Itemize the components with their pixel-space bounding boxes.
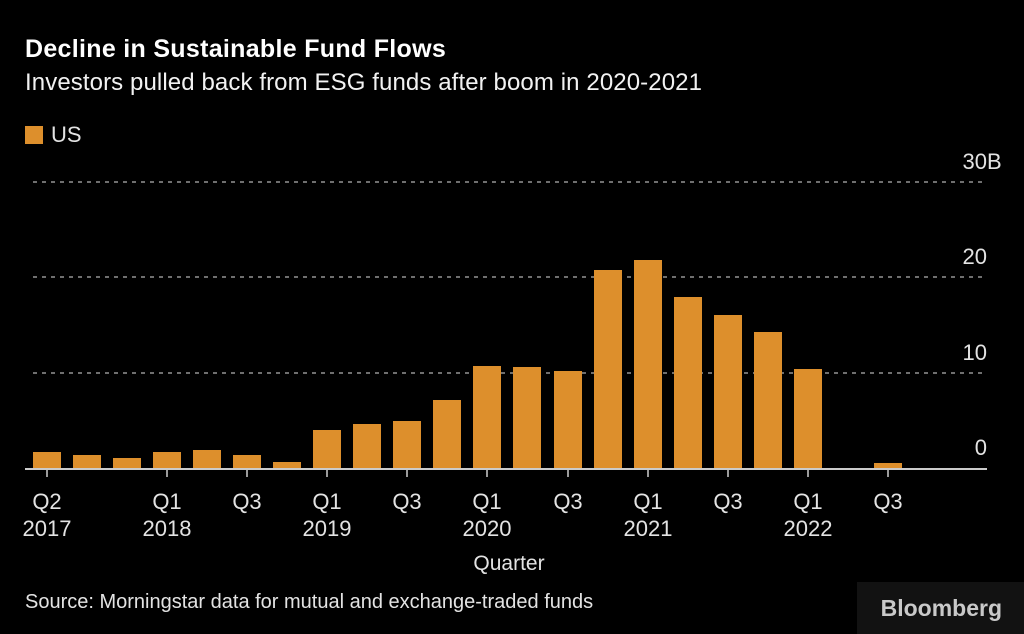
- x-tick-label: Q3: [553, 489, 583, 514]
- x-tick-q1-2020: [486, 470, 488, 477]
- legend-label-us: US: [51, 122, 82, 147]
- bar-q2-2019: [353, 424, 381, 468]
- bar-q3-2017: [73, 455, 101, 468]
- source-note: Source: Morningstar data for mutual and …: [25, 591, 594, 613]
- x-tick-q3: [567, 470, 569, 477]
- x-tick-year: 2018: [142, 516, 192, 541]
- x-tick-label: Q3: [873, 489, 903, 514]
- y-axis-label-value: 20: [962, 244, 987, 269]
- x-tick-year: 2022: [783, 516, 833, 541]
- x-tick-year: 2020: [462, 516, 512, 541]
- x-tick-label: Q1: [633, 489, 663, 514]
- bar-q1-2019: [313, 430, 341, 468]
- x-tick-q1-2018: [166, 470, 168, 477]
- x-tick-year: 2019: [302, 516, 352, 541]
- chart-subtitle: Investors pulled back from ESG funds aft…: [25, 69, 703, 96]
- bar-q3-2018: [233, 455, 261, 468]
- x-tick-q1-2019: [326, 470, 328, 477]
- bar-q2-2020: [513, 367, 541, 468]
- x-tick-label: Q1: [793, 489, 823, 514]
- y-axis-label-0: 0: [975, 435, 987, 461]
- bar-q1-2021: [634, 260, 662, 468]
- x-tick-q3: [246, 470, 248, 477]
- bar-q4-2021: [754, 332, 782, 468]
- y-axis-label-20: 20: [963, 244, 987, 270]
- gridline-30: [33, 181, 985, 183]
- x-tick-year: 2021: [623, 516, 673, 541]
- x-tick-q3: [406, 470, 408, 477]
- bar-q2-2021: [674, 297, 702, 468]
- x-tick-q3: [887, 470, 889, 477]
- x-tick-label: Q3: [232, 489, 262, 514]
- bar-q2-2018: [193, 450, 221, 468]
- y-axis-label-value: 10: [962, 340, 987, 365]
- legend-swatch-us: [25, 126, 43, 144]
- y-axis-unit-suffix: B: [987, 149, 1002, 174]
- x-tick-label: Q3: [392, 489, 422, 514]
- x-tick-q3: [727, 470, 729, 477]
- x-tick-q1-2022: [807, 470, 809, 477]
- x-tick-label: Q2: [32, 489, 62, 514]
- brand-footer: Bloomberg: [857, 582, 1024, 634]
- bar-q3-2019: [393, 421, 421, 468]
- y-axis-label-10: 10: [963, 340, 987, 366]
- bar-q3-2020: [554, 371, 582, 468]
- bar-q4-2019: [433, 400, 461, 468]
- bar-q2-2017: [33, 452, 61, 468]
- x-tick-label: Q1: [152, 489, 182, 514]
- x-tick-year: 2017: [22, 516, 72, 541]
- y-axis-label-30: 30 B: [962, 149, 1002, 175]
- bar-q4-2017: [113, 458, 141, 468]
- y-axis-label-value: 0: [974, 435, 987, 460]
- bar-q4-2018: [273, 462, 301, 468]
- x-axis-line: [25, 468, 987, 470]
- gridline-20: [33, 276, 985, 278]
- bloomberg-logo: Bloomberg: [880, 594, 1002, 621]
- x-tick-q2-2017: [46, 470, 48, 477]
- legend: US: [25, 122, 82, 148]
- bar-q3-2022: [874, 463, 902, 468]
- gridline-10: [33, 372, 985, 374]
- x-axis-title: Quarter: [473, 552, 545, 575]
- bar-q1-2018: [153, 452, 181, 468]
- bar-q1-2020: [473, 366, 501, 468]
- x-tick-label: Q3: [713, 489, 743, 514]
- y-axis-label-value: 30: [962, 149, 987, 174]
- x-tick-label: Q1: [312, 489, 342, 514]
- x-tick-q1-2021: [647, 470, 649, 477]
- x-tick-label: Q1: [472, 489, 502, 514]
- bar-q1-2022: [794, 369, 822, 468]
- chart-title: Decline in Sustainable Fund Flows: [25, 35, 447, 63]
- bar-q3-2021: [714, 315, 742, 468]
- bar-q4-2020: [594, 270, 622, 468]
